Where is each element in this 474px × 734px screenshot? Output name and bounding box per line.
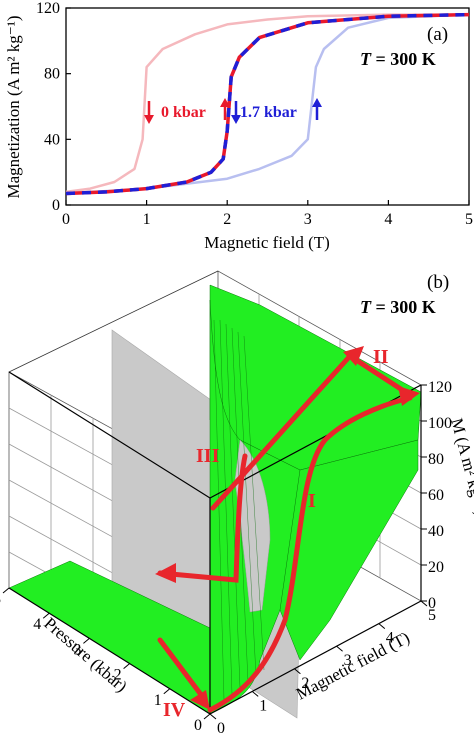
field-tick-mark xyxy=(251,691,259,697)
panel-b-red-path xyxy=(157,353,413,713)
pressure-tick-label: 4 xyxy=(33,616,41,633)
panel-a-zero-kbar-arrow-down xyxy=(144,101,154,124)
pressure-tick-mark xyxy=(123,663,130,669)
panel-a-zero-kbar-arrow-up xyxy=(220,98,230,120)
m-tick-label: 40 xyxy=(428,523,444,540)
x-tick-label: 5 xyxy=(465,211,473,228)
panel-a-x-ticks: 0 1 2 3 4 5 xyxy=(62,200,473,228)
field-tick-mark xyxy=(336,645,343,652)
panel-b-surface-hatching xyxy=(213,319,265,701)
x-tick-label: 3 xyxy=(304,211,312,228)
panel-b-green-surface xyxy=(8,284,422,715)
panel-b-path-arrowheads xyxy=(155,346,420,710)
panel-b-temperature-annotation: T = 300 K xyxy=(360,297,436,317)
panel-b-m-ticks: 0 20 40 60 80 100 120 xyxy=(421,379,452,612)
panel-a-temperature-annotation: T = 300 K xyxy=(360,49,436,69)
field-tick-label: 5 xyxy=(428,607,436,624)
panel-a-zero-kbar-label: 0 kbar xyxy=(161,104,206,121)
panel-b-path-label-I: I xyxy=(308,490,316,512)
pressure-tick-mark xyxy=(42,612,50,619)
pressure-tick-label: 3 xyxy=(73,641,81,658)
panel-b-m-axis-label: M (A m² kg⁻¹) xyxy=(447,416,474,517)
field-tick-label: 2 xyxy=(301,675,309,692)
m-tick-label: 80 xyxy=(428,451,444,468)
y-tick-label: 40 xyxy=(44,131,60,148)
x-tick-label: 4 xyxy=(384,211,392,228)
panel-a-plot-frame xyxy=(65,7,470,206)
panel-b-path-label-IV: IV xyxy=(163,699,186,721)
pressure-tick-label: 5 xyxy=(0,591,1,608)
pressure-tick-mark xyxy=(203,713,211,720)
pressure-tick-mark xyxy=(83,638,90,644)
pressure-tick-mark xyxy=(163,688,171,695)
field-tick-label: 1 xyxy=(259,697,267,714)
y-tick-label: 0 xyxy=(52,197,60,214)
m-tick-label: 120 xyxy=(428,379,452,396)
field-tick-mark xyxy=(378,623,386,629)
field-tick-mark xyxy=(420,600,428,607)
m-tick-label: 60 xyxy=(428,487,444,504)
panel-a-high-kbar-label: 1.7 kbar xyxy=(240,104,297,121)
x-tick-label: 2 xyxy=(223,211,231,228)
panel-a-curves xyxy=(65,12,470,196)
panel-a-hysteresis-chart: 0 1 2 3 4 5 0 40 80 120 (a) T = 300 K 0 kbar 1.7… xyxy=(4,0,473,252)
field-tick-label: 0 xyxy=(217,720,225,734)
panel-a-x-axis-label: Magnetic field (T) xyxy=(204,233,330,252)
x-tick-label: 1 xyxy=(143,211,151,228)
y-tick-label: 120 xyxy=(36,0,60,17)
pressure-tick-label: 1 xyxy=(154,692,162,709)
panel-b-field-ticks: 0 1 2 3 4 5 xyxy=(209,600,436,734)
m-tick-label: 0 xyxy=(428,595,436,612)
panel-b-3d-surface: (b) T = 300 K xyxy=(0,270,474,734)
panel-a-y-ticks: 0 40 80 120 xyxy=(36,0,71,214)
series-line-1 xyxy=(65,13,470,195)
pressure-tick-label: 2 xyxy=(114,667,122,684)
series-line-3 xyxy=(65,12,470,196)
panel-a-high-kbar-arrow-down xyxy=(231,101,241,124)
field-tick-mark xyxy=(294,668,301,675)
panel-a-high-kbar-arrow-up xyxy=(312,98,322,120)
field-tick-label: 4 xyxy=(386,630,394,647)
field-tick-label: 3 xyxy=(344,652,352,669)
series-line-0 xyxy=(65,13,469,194)
panel-b-label: (b) xyxy=(427,272,449,293)
panel-b-pressure-ticks: 0 1 2 3 4 5 xyxy=(0,587,211,734)
pressure-tick-mark xyxy=(2,587,10,594)
field-tick-mark xyxy=(209,713,217,720)
x-tick-label: 0 xyxy=(62,211,70,228)
panel-a-y-axis-label: Magnetization (A m² kg⁻¹) xyxy=(4,16,23,199)
m-tick-label: 20 xyxy=(428,559,444,576)
pressure-tick-label: 0 xyxy=(194,717,202,734)
panel-b-path-label-III: III xyxy=(196,445,220,467)
y-tick-label: 80 xyxy=(44,66,60,83)
panel-b-path-label-II: II xyxy=(373,346,389,368)
m-tick-label: 100 xyxy=(428,415,452,432)
panel-a-label: (a) xyxy=(427,24,448,45)
